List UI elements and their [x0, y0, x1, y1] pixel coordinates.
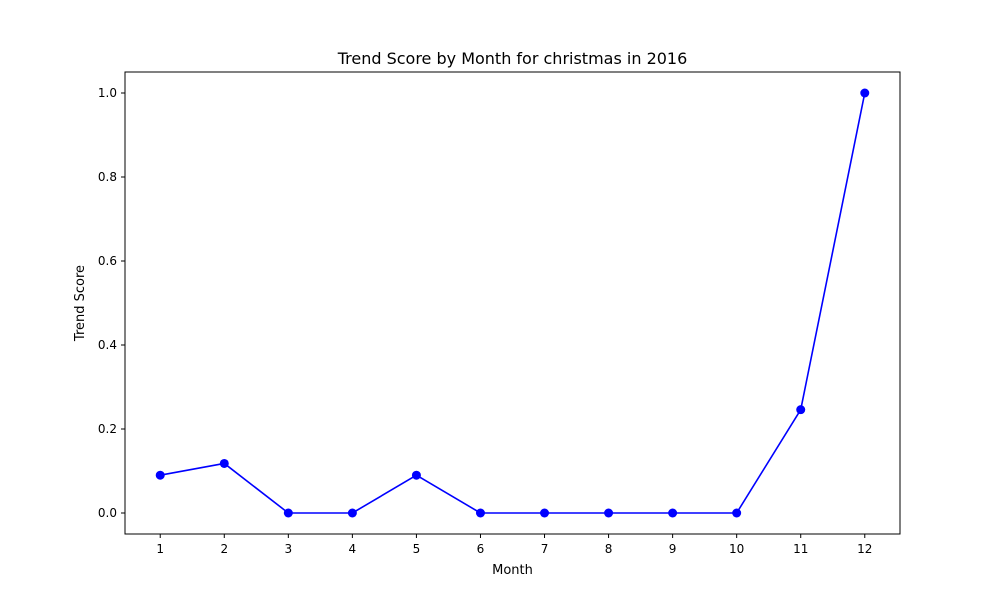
plot-area: 1 2 3 4 5 6 7 8 9 10 11 120.00.20.40.60.81.0	[98, 86, 873, 556]
y-tick-label: 0.6	[98, 254, 117, 268]
x-tick-label: 11	[793, 542, 808, 556]
x-tick-label: 12	[857, 542, 872, 556]
y-tick-label: 0.2	[98, 422, 117, 436]
y-axis-label: Trend Score	[73, 265, 88, 342]
data-point	[796, 405, 806, 415]
y-tick-label: 0.0	[98, 506, 117, 520]
data-point	[668, 508, 678, 518]
x-tick-label: 9	[669, 542, 677, 556]
x-tick-label: 5	[413, 542, 421, 556]
data-point	[411, 470, 421, 480]
x-tick-label: 1	[156, 542, 164, 556]
x-tick-label: 4	[349, 542, 357, 556]
chart-title: Trend Score by Month for christmas in 20…	[337, 49, 688, 68]
data-point	[347, 508, 357, 518]
data-point	[732, 508, 742, 518]
y-tick-label: 0.8	[98, 170, 117, 184]
y-tick-label: 1.0	[98, 86, 117, 100]
data-point	[475, 508, 485, 518]
x-tick-label: 10	[729, 542, 744, 556]
x-tick-label: 8	[605, 542, 613, 556]
plot-frame	[124, 71, 901, 535]
data-point	[540, 508, 550, 518]
x-tick-label: 3	[285, 542, 293, 556]
x-axis-label: Month	[492, 563, 533, 578]
data-point	[860, 88, 870, 98]
data-point	[283, 508, 293, 518]
data-point	[219, 458, 229, 468]
series-line	[160, 92, 866, 514]
x-tick-label: 6	[477, 542, 485, 556]
y-tick-label: 0.4	[98, 338, 117, 352]
data-point	[604, 508, 614, 518]
x-tick-label: 7	[541, 542, 549, 556]
x-tick-label: 2	[220, 542, 228, 556]
data-point	[155, 470, 165, 480]
